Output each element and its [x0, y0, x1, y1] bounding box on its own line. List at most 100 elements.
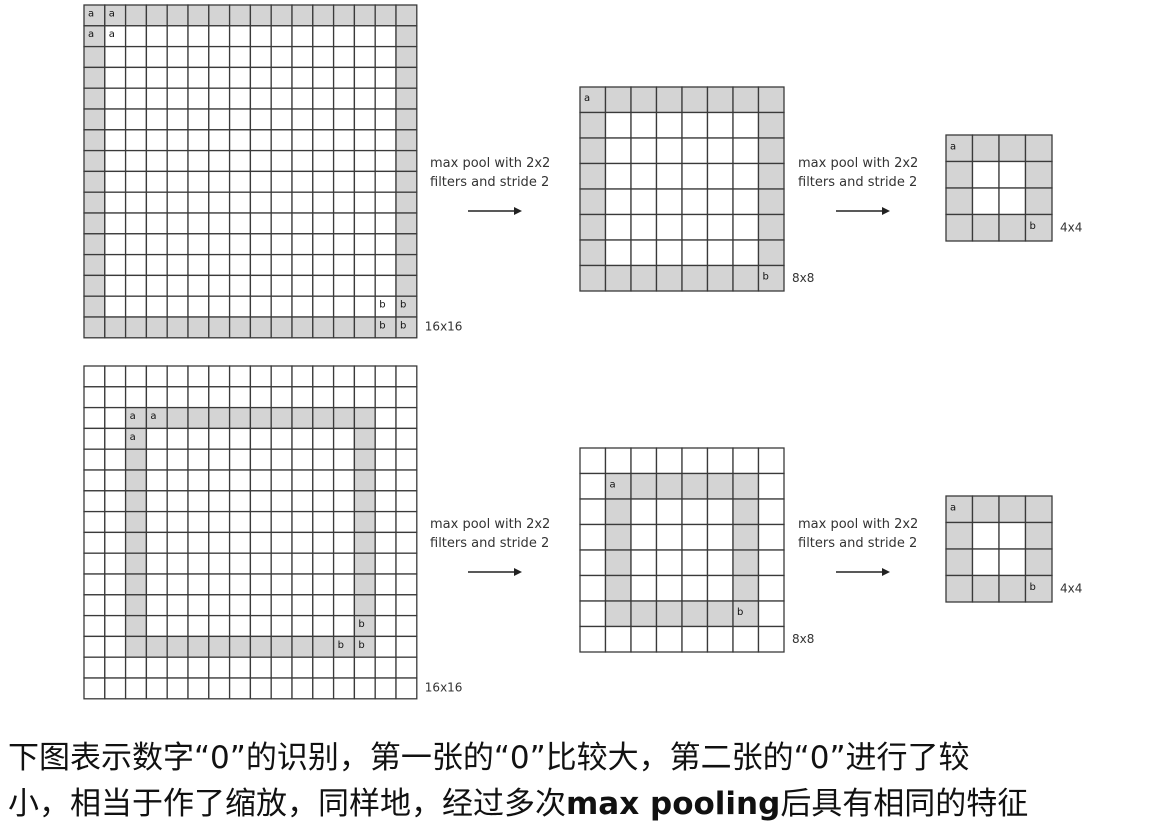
grid-cell-empty — [395, 531, 418, 554]
cell-marker-b: b — [358, 619, 364, 630]
grid-cell-filled — [270, 635, 293, 658]
grid-cell-empty — [579, 472, 607, 500]
grid-cell-empty — [655, 188, 683, 216]
grid-cell-empty — [124, 365, 148, 388]
grid-cell-empty — [395, 448, 418, 471]
pool-arrow: max pool with 2x2 filters and stride 2 — [430, 156, 550, 215]
grid-cell-empty — [681, 549, 709, 577]
grid-cell-empty — [208, 656, 231, 679]
grid-cell-empty — [249, 573, 272, 596]
grid-cell-filled — [395, 66, 418, 89]
grid-cell-empty — [291, 614, 314, 638]
grid-cell-empty — [332, 108, 356, 131]
grid-cell-empty — [374, 448, 397, 471]
grid-cell-empty — [145, 677, 168, 700]
grid-cell-empty — [249, 427, 272, 450]
grid-cell-filled — [604, 264, 632, 292]
grid-cell-empty — [249, 87, 272, 110]
grid-cell-empty — [124, 233, 148, 256]
grid-cell-empty — [270, 573, 293, 596]
grid-cell-empty — [124, 149, 148, 173]
grid-cell-empty — [145, 274, 168, 297]
grid-cell-filled — [291, 4, 314, 27]
grid-cell-filled — [353, 448, 376, 471]
grid-cell-empty — [104, 573, 127, 596]
grid-cell-filled — [945, 213, 974, 242]
grid-cell-empty — [332, 45, 356, 69]
grid-cell-empty — [395, 427, 418, 450]
grid-cell-empty — [270, 66, 293, 89]
grid-cell-empty — [757, 625, 785, 653]
grid-cell-empty — [312, 677, 335, 700]
grid-cell-empty — [249, 448, 272, 471]
grid-cell-empty — [332, 274, 356, 297]
grid-cell-filled — [579, 239, 607, 267]
caption-line-2-bold: max pooling — [566, 786, 781, 822]
grid-cell-empty — [228, 427, 252, 450]
grid-cell-empty — [681, 498, 709, 526]
grid-cell-filled — [83, 316, 106, 339]
grid-cell-empty — [332, 490, 356, 513]
grid-cell-empty — [374, 531, 397, 554]
grid-cell-filled — [249, 635, 272, 658]
grid-cell-empty — [353, 274, 376, 297]
grid-cell-empty — [83, 427, 106, 450]
grid-cell-empty — [83, 552, 106, 575]
grid-cell-empty — [104, 108, 127, 131]
grid-cell-empty — [998, 521, 1027, 550]
grid-cell-empty — [291, 594, 314, 617]
grid-cell-empty — [83, 510, 106, 534]
grid-cell-empty — [208, 510, 231, 534]
grid-cell-empty — [166, 149, 189, 173]
grid-cell-empty — [228, 129, 252, 152]
grid-cell-filled — [124, 316, 148, 339]
grid-cell-empty — [998, 187, 1027, 216]
grid-cell-empty — [208, 108, 231, 131]
grid-cell-empty — [706, 213, 734, 241]
grid-cell-empty — [208, 365, 231, 388]
grid-cell-empty — [579, 600, 607, 628]
grid-cell-empty — [395, 594, 418, 617]
grid-cell-empty — [312, 87, 335, 110]
grid-cell-empty — [228, 448, 252, 471]
grid-cell-empty — [353, 365, 376, 388]
grid-cell-empty — [655, 111, 683, 139]
pool-label-line: max pool with 2x2 — [430, 156, 550, 171]
grid-cell-filled — [971, 213, 1000, 242]
grid-cell-empty — [83, 406, 106, 430]
grid-cell-empty — [270, 233, 293, 256]
pool-label-line: filters and stride 2 — [798, 536, 917, 551]
cell-marker-b: b — [379, 320, 385, 331]
grid-cell-empty — [312, 365, 335, 388]
grid-cell-empty — [312, 594, 335, 617]
pool-label-line: filters and stride 2 — [430, 536, 549, 551]
grid-cell-empty — [270, 552, 293, 575]
grid-cell-empty — [208, 149, 231, 173]
grid-cell-empty — [104, 233, 127, 256]
grid-cell-empty — [83, 573, 106, 596]
grid-cell-empty — [332, 212, 356, 235]
grid-cell-empty — [312, 66, 335, 89]
grid-cell-empty — [208, 490, 231, 513]
grid-cell-filled — [312, 406, 335, 430]
grid-cell-filled — [83, 87, 106, 110]
grid-cell-empty — [187, 274, 210, 297]
grid-cell-empty — [208, 552, 231, 575]
grid-cell-filled — [83, 253, 106, 277]
grid-cell-empty — [208, 469, 231, 492]
grid-cell-empty — [732, 447, 760, 475]
grid-cell-empty — [208, 233, 231, 256]
grid-cell-empty — [208, 253, 231, 277]
grid-cell-empty — [312, 295, 335, 318]
grid-cell-empty — [187, 594, 210, 617]
grid-cell-empty — [681, 162, 709, 190]
grid-cell-filled — [124, 552, 148, 575]
grid-cell-filled — [187, 4, 210, 27]
grid-cell-empty — [655, 574, 683, 602]
grid-cell-filled — [945, 134, 974, 163]
grid-cell-filled — [757, 86, 785, 114]
grid-cell-empty — [208, 386, 231, 409]
grid-cell-empty — [332, 510, 356, 534]
grid-cell-filled — [83, 129, 106, 152]
grid-cell-empty — [604, 625, 632, 653]
